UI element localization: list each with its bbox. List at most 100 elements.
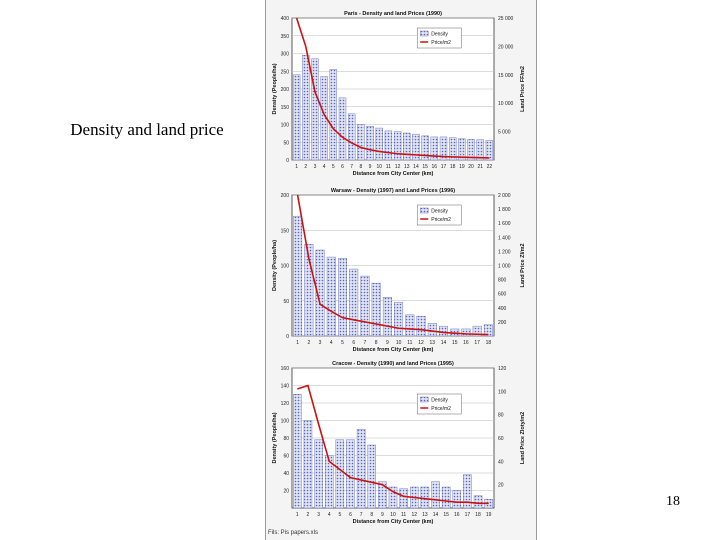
chart2-xtick-label: 3 <box>319 340 322 346</box>
chart2-xtick-label: 4 <box>330 340 333 346</box>
chart2-xtick-label: 6 <box>352 340 355 346</box>
chart2-xtick-label: 8 <box>375 340 378 346</box>
chart1-xtick-label: 9 <box>369 164 372 170</box>
chart3-xtick-label: 14 <box>433 512 439 518</box>
chart1-y2tick-label: 10 000 <box>498 101 514 107</box>
chart1-xtick-label: 16 <box>432 164 438 170</box>
chart1-title: Paris - Density and land Prices (1990) <box>344 11 442 17</box>
chart1-legend-label-density: Density <box>431 32 448 38</box>
chart3-xtick-label: 5 <box>338 512 341 518</box>
chart3-bar <box>356 429 366 509</box>
page-number: 18 <box>666 494 680 509</box>
chart3-bar <box>367 444 376 509</box>
chart3-y2tick-label: 80 <box>498 413 504 419</box>
chart3-xtick-label: 15 <box>443 512 449 518</box>
chart1-y2tick-label: 25 000 <box>498 16 514 22</box>
chart3-ytick-label: 20 <box>283 489 289 495</box>
chart3-ylabel: Density (People/ha) <box>272 412 278 463</box>
chart3-ytick-label: 60 <box>283 454 289 460</box>
chart1-xtick-label: 1 <box>295 164 298 170</box>
chart2-ytick-label: 100 <box>281 264 290 270</box>
chart2-bar <box>416 316 426 337</box>
chart2-bar <box>349 268 359 337</box>
chart3-y2tick-label: 40 <box>498 459 504 465</box>
chart1-xtick-label: 22 <box>487 164 493 170</box>
chart3-xtick-label: 6 <box>349 512 352 518</box>
chart1-xtick-label: 10 <box>376 164 382 170</box>
chart3-xtick-label: 2 <box>307 512 310 518</box>
chart2-bar <box>304 244 314 337</box>
chart1-ytick-label: 0 <box>286 158 289 164</box>
chart1-bar <box>375 127 383 161</box>
chart1-ytick-label: 150 <box>281 105 290 111</box>
slide-caption: Density and land price <box>70 120 224 139</box>
chart2-xtick-label: 14 <box>441 340 447 346</box>
chart3-bar <box>346 439 355 509</box>
chart2-y2tick-label: 1 000 <box>498 264 511 270</box>
chart1-bar <box>320 76 328 161</box>
chart1-xtick-label: 18 <box>450 164 456 170</box>
chart3-bar <box>314 439 323 509</box>
chart2-bar <box>405 314 415 337</box>
chart2-legend-swatch-density <box>420 207 429 214</box>
chart1-xtick-label: 4 <box>323 164 326 170</box>
chart2-xtick-label: 1 <box>296 340 299 346</box>
chart3-bar <box>399 488 408 509</box>
chart3-xtick-label: 11 <box>401 512 406 518</box>
chart1-bar <box>302 55 310 161</box>
chart1-y2tick-label: 20 000 <box>498 44 514 50</box>
chart3-xtick-label: 1 <box>296 512 299 518</box>
chart1-price-line <box>295 17 490 159</box>
chart1-bar <box>467 139 475 161</box>
chart1-legend-label-price: Price/m2 <box>431 40 451 46</box>
chart1-bar <box>292 74 301 161</box>
chart3-xtick-label: 4 <box>328 512 331 518</box>
chart3-legend-swatch-density <box>420 396 429 403</box>
chart3-xlabel: Distance from City Center (km) <box>353 519 434 525</box>
chart1-xtick-label: 5 <box>332 164 335 170</box>
chart3-ytick-label: 80 <box>283 436 289 442</box>
chart3-xtick-label: 16 <box>454 512 460 518</box>
chart2-xtick-label: 12 <box>418 340 424 346</box>
chart1-bar <box>393 131 402 161</box>
chart3-bar <box>388 486 398 509</box>
chart1-xtick-label: 17 <box>441 164 447 170</box>
chart3-price-line <box>297 384 489 505</box>
chart2-bar <box>315 249 325 337</box>
chart1-ytick-label: 300 <box>281 52 290 58</box>
chart1-bar <box>458 138 466 161</box>
chart3-xtick-label: 9 <box>381 512 384 518</box>
chart2-bar <box>439 325 448 337</box>
chart1-bar <box>403 132 411 161</box>
chart2-bar <box>483 324 493 337</box>
chart2-ytick-label: 150 <box>281 228 290 234</box>
chart2-y2tick-label: 800 <box>498 278 507 284</box>
chart2-ytick-label: 200 <box>281 193 290 199</box>
chart2-xtick-label: 2 <box>307 340 310 346</box>
chart2-xtick-label: 7 <box>364 340 367 346</box>
chart2-xtick-label: 5 <box>341 340 344 346</box>
chart1-xtick-label: 2 <box>304 164 307 170</box>
chart3-ytick-label: 100 <box>281 419 290 425</box>
chart1-y2tick-label: 15 000 <box>498 73 514 79</box>
chart2-bar <box>382 297 392 337</box>
chart1-xtick-label: 6 <box>341 164 344 170</box>
chart3-bar <box>335 439 345 509</box>
chart3-xtick-label: 7 <box>360 512 363 518</box>
chart2-xtick-label: 18 <box>486 340 492 346</box>
chart2-y2tick-label: 1 400 <box>498 235 511 241</box>
chart1-legend-swatch-density <box>420 30 429 37</box>
chart3-title: Cracow - Density (1990) and land Prices … <box>332 361 454 367</box>
chart2-xtick-label: 9 <box>386 340 389 346</box>
chart1-xtick-label: 8 <box>359 164 362 170</box>
chart1-xtick-label: 13 <box>404 164 410 170</box>
chart1-ytick-label: 100 <box>281 123 290 129</box>
chart2-xlabel: Distance from City Center (km) <box>353 347 434 353</box>
chart1-bar <box>338 97 347 161</box>
chart2-y2tick-label: 400 <box>498 306 507 312</box>
chart3-xtick-label: 10 <box>390 512 396 518</box>
chart2-bar <box>360 275 370 337</box>
chart1-bar <box>476 139 484 161</box>
chart3-bar <box>473 495 483 509</box>
chart3-legend-label-price: Price/m2 <box>431 406 451 412</box>
